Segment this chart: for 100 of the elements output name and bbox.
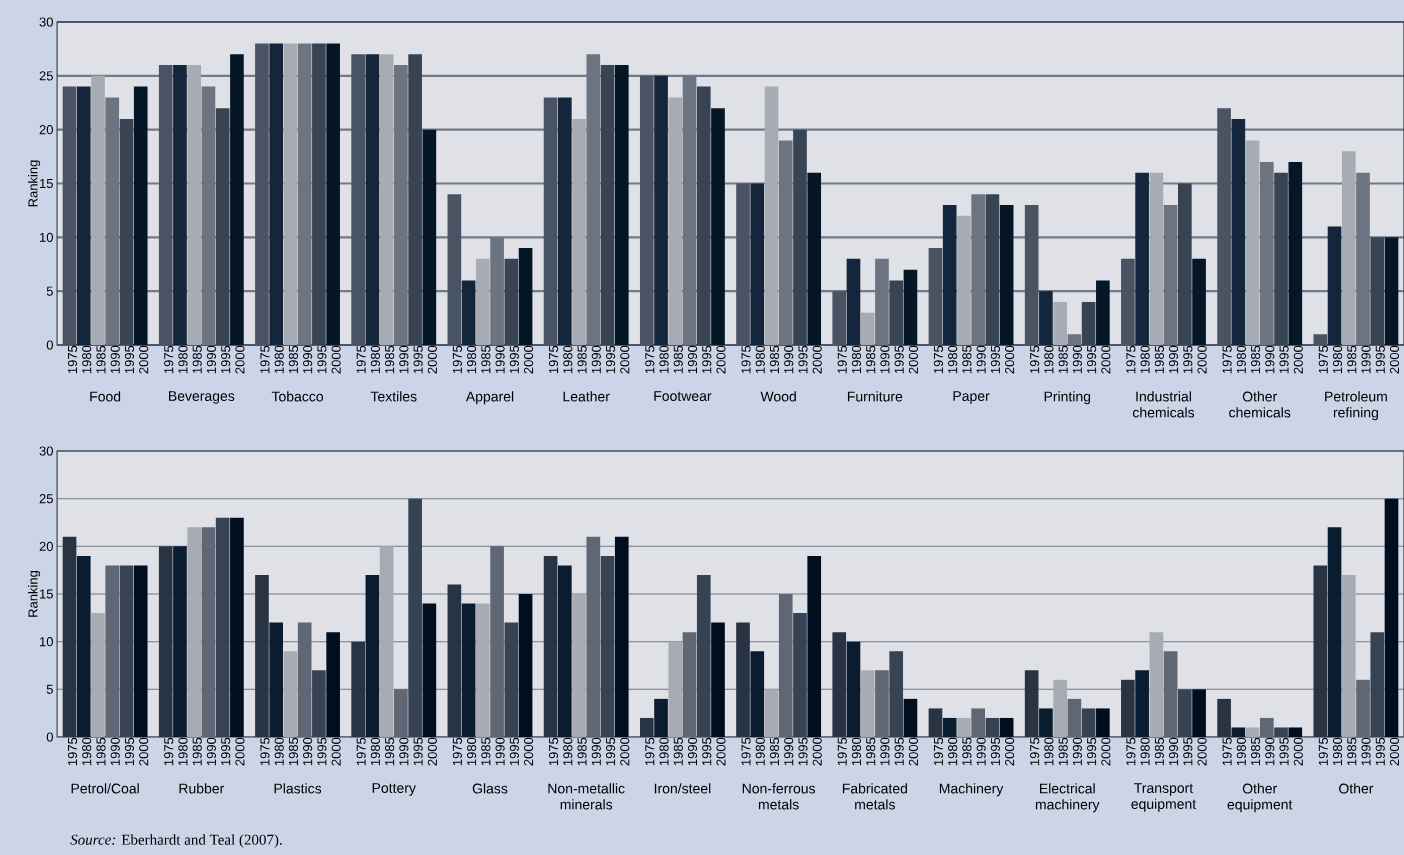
bar xyxy=(942,717,957,738)
text: 1990 xyxy=(399,345,409,374)
bar xyxy=(105,565,120,738)
bar xyxy=(860,312,875,346)
bar xyxy=(461,280,476,346)
bar xyxy=(283,43,298,346)
text: 1990 xyxy=(1072,345,1082,374)
text: 1990 xyxy=(880,345,890,374)
text: 1990 xyxy=(1361,737,1371,766)
text: 2000 xyxy=(235,737,245,766)
x-tick-label: Non-metallic minerals xyxy=(548,783,625,810)
bar xyxy=(1327,226,1342,346)
x-tick-label: Food xyxy=(90,391,121,402)
x-tick-label: Plastics xyxy=(274,783,322,794)
text: 1985 xyxy=(769,737,780,766)
text: 1980 xyxy=(755,345,765,374)
bar xyxy=(201,527,216,738)
bar xyxy=(696,86,711,346)
text: 1985 xyxy=(673,737,683,766)
text: 2000 xyxy=(523,345,534,374)
text: 1975 xyxy=(452,345,462,374)
bar xyxy=(1384,498,1399,738)
text: 1975 xyxy=(260,345,270,374)
bar xyxy=(1149,632,1164,738)
x-tick-label: Apparel xyxy=(465,391,514,405)
bar xyxy=(903,269,918,346)
y-tick-label: 5 xyxy=(46,286,53,296)
bar xyxy=(408,54,422,346)
y-tick-label: 20 xyxy=(39,541,53,551)
text: 2000 xyxy=(1005,737,1015,766)
text: 1985 xyxy=(962,737,972,766)
bar xyxy=(119,118,134,346)
bar xyxy=(971,708,985,738)
bar xyxy=(1178,689,1192,738)
x-tick-label: Other chemicals xyxy=(1229,391,1291,418)
y-tick-label: 20 xyxy=(39,125,53,135)
bar xyxy=(614,65,629,346)
text: 1980 xyxy=(178,737,188,766)
text: 1995 xyxy=(798,345,808,374)
bar xyxy=(1384,237,1399,346)
y-tick-label: 30 xyxy=(39,446,53,456)
bar xyxy=(76,86,91,346)
bar xyxy=(1231,727,1246,738)
y-tick-label: 15 xyxy=(40,589,53,599)
bar xyxy=(558,97,572,346)
text: 1980 xyxy=(851,345,862,374)
bar xyxy=(558,565,572,738)
text: 1980 xyxy=(659,345,669,374)
bar xyxy=(807,555,822,738)
text: 1990 xyxy=(976,345,986,374)
y-tick-label: 30 xyxy=(39,17,53,27)
text: 1975 xyxy=(1318,345,1328,374)
text: 1985 xyxy=(1250,345,1261,374)
text: 1990 xyxy=(110,345,120,374)
text: 2000 xyxy=(1101,737,1111,766)
text: 1990 xyxy=(880,737,890,766)
text: 1990 xyxy=(1265,737,1275,766)
text: 1995 xyxy=(605,345,616,374)
bar xyxy=(461,603,476,738)
bar xyxy=(807,172,822,346)
text: 2000 xyxy=(620,737,630,766)
bar xyxy=(133,565,148,738)
bar xyxy=(187,527,202,738)
bar xyxy=(654,698,668,738)
x-tick-label: Machinery xyxy=(939,783,1004,797)
bar xyxy=(682,632,697,738)
bar xyxy=(654,75,668,346)
bar xyxy=(408,498,422,738)
text: 1995 xyxy=(509,345,519,374)
text: 1975 xyxy=(164,737,174,766)
text: 2000 xyxy=(1101,345,1111,374)
bar xyxy=(999,717,1014,738)
text: 1990 xyxy=(1168,737,1179,766)
text: 1980 xyxy=(1236,345,1246,374)
text: 1980 xyxy=(1140,737,1150,766)
bar xyxy=(1327,527,1342,738)
text: 1975 xyxy=(837,345,847,374)
text: 1985 xyxy=(288,345,299,374)
text: 1985 xyxy=(96,345,106,374)
text: 1985 xyxy=(1154,737,1164,766)
text: 1985 xyxy=(385,345,395,374)
text: 1995 xyxy=(413,737,423,766)
bar xyxy=(1341,574,1356,738)
text: 2000 xyxy=(1197,345,1207,374)
text: 1985 xyxy=(1058,737,1068,766)
text: 1980 xyxy=(563,737,573,766)
bar xyxy=(173,65,187,346)
bar xyxy=(269,622,284,738)
text: 1990 xyxy=(687,737,698,766)
x-tick-label: Fabricated metals xyxy=(842,783,907,810)
text: 1975 xyxy=(356,737,366,766)
text: 1985 xyxy=(192,345,202,374)
bar xyxy=(1163,651,1178,738)
bar xyxy=(750,183,765,346)
bar xyxy=(846,641,861,738)
text: 1980 xyxy=(1044,737,1054,766)
x-tick-label: Tobacco xyxy=(271,391,324,402)
bar xyxy=(750,651,765,738)
bar xyxy=(1081,708,1096,738)
x-tick-label: Other equipment xyxy=(1227,783,1293,813)
